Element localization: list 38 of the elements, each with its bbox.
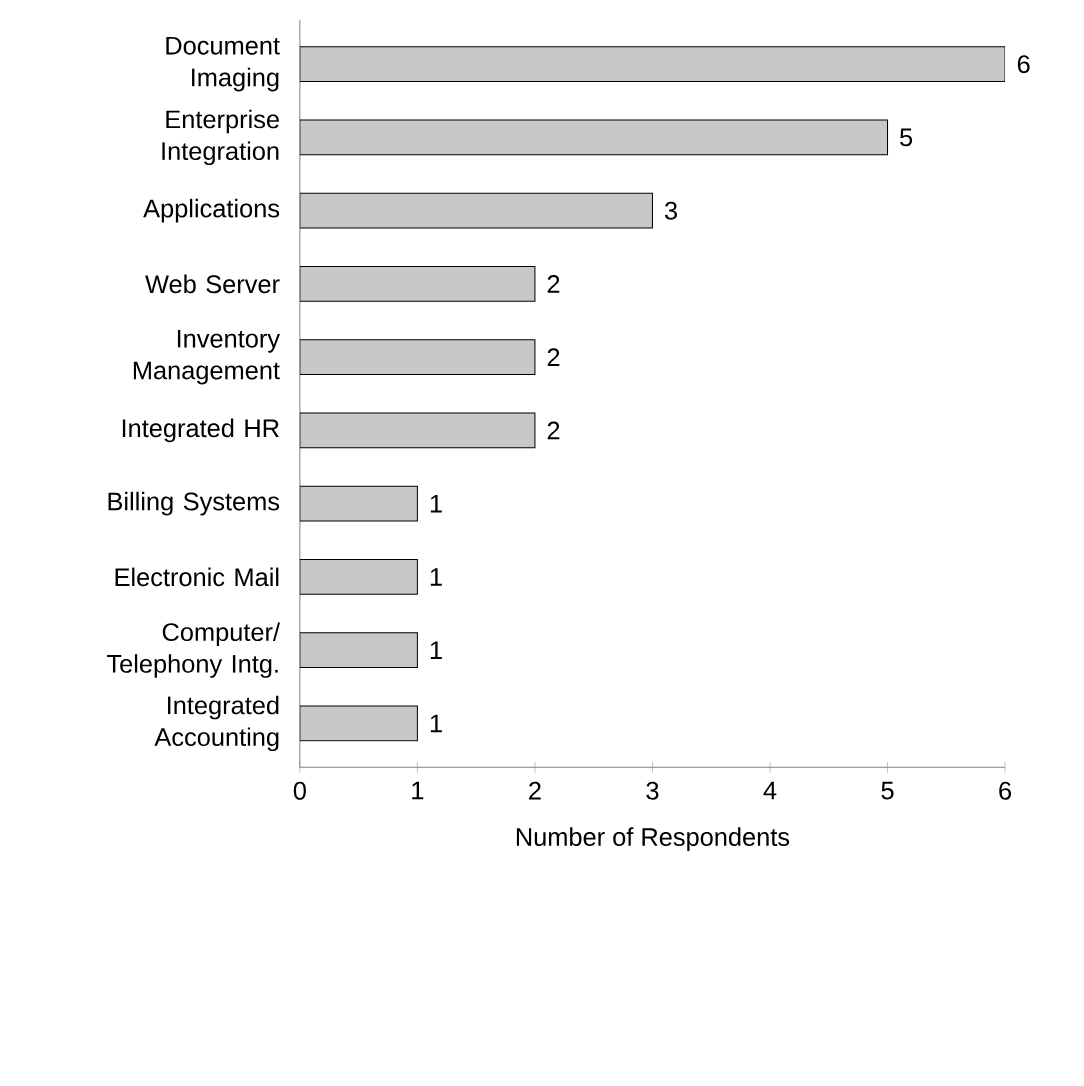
data-label: 1 <box>430 714 442 733</box>
x-axis-title: Number of Respondents <box>516 827 790 851</box>
x-tick-label: 3 <box>646 781 659 800</box>
data-label: 2 <box>547 421 560 440</box>
bar <box>299 485 418 522</box>
bar <box>299 46 1006 83</box>
y-tick-label: Web Server <box>145 274 280 294</box>
bar <box>299 266 536 302</box>
data-label: 1 <box>430 641 442 659</box>
bar <box>299 632 418 669</box>
x-tick-label: 2 <box>529 781 541 800</box>
y-tick-label: Inventory Management <box>133 329 281 385</box>
data-label: 2 <box>547 275 560 293</box>
x-tick-label: 4 <box>763 781 777 800</box>
x-tick-label: 0 <box>293 781 307 800</box>
bar <box>299 192 654 229</box>
data-label: 6 <box>1017 55 1030 74</box>
bar <box>299 412 536 449</box>
data-label: 1 <box>430 568 442 586</box>
y-tick-label: Electronic Mail <box>115 567 279 587</box>
y-tick-label: Enterprise Integration <box>162 109 279 166</box>
y-tick-label: Integrated Accounting <box>154 695 279 752</box>
data-label: 1 <box>430 494 442 513</box>
x-tick-label: 5 <box>881 781 894 800</box>
data-label: 5 <box>900 128 913 147</box>
bar <box>299 705 418 742</box>
data-label: 3 <box>665 201 678 220</box>
y-tick-label: Integrated HR <box>122 418 279 443</box>
x-tick-label: 1 <box>412 781 424 800</box>
y-tick-label: Billing Systems <box>108 491 280 516</box>
y-tick-label: Document Imaging <box>166 36 280 92</box>
bar <box>299 119 889 156</box>
bar <box>299 339 536 376</box>
y-tick-label: Applications <box>143 198 280 223</box>
x-tick-label: 6 <box>999 781 1012 800</box>
bar <box>299 559 418 595</box>
y-tick-label: Computer/ Telephony Intg. <box>107 622 281 678</box>
data-label: 2 <box>547 348 560 367</box>
